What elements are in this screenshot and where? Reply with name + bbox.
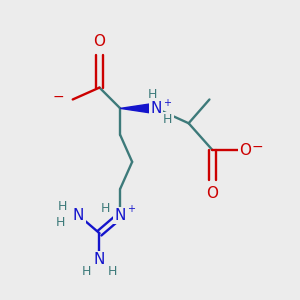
Text: H: H — [108, 266, 118, 278]
Text: O: O — [206, 187, 218, 202]
Text: H: H — [56, 216, 65, 229]
Text: +: + — [163, 98, 171, 108]
Text: −: − — [52, 89, 64, 103]
Text: H: H — [101, 202, 110, 215]
Text: N: N — [150, 101, 162, 116]
Text: N: N — [73, 208, 84, 223]
Text: H: H — [81, 266, 91, 278]
Text: H: H — [148, 88, 157, 100]
Text: O: O — [94, 34, 106, 49]
Polygon shape — [120, 103, 156, 114]
Text: H: H — [58, 200, 67, 213]
Text: +: + — [127, 204, 135, 214]
Text: H: H — [163, 113, 172, 126]
Text: O: O — [239, 142, 251, 158]
Text: N: N — [94, 253, 105, 268]
Text: N: N — [115, 208, 126, 223]
Text: −: − — [251, 140, 263, 154]
